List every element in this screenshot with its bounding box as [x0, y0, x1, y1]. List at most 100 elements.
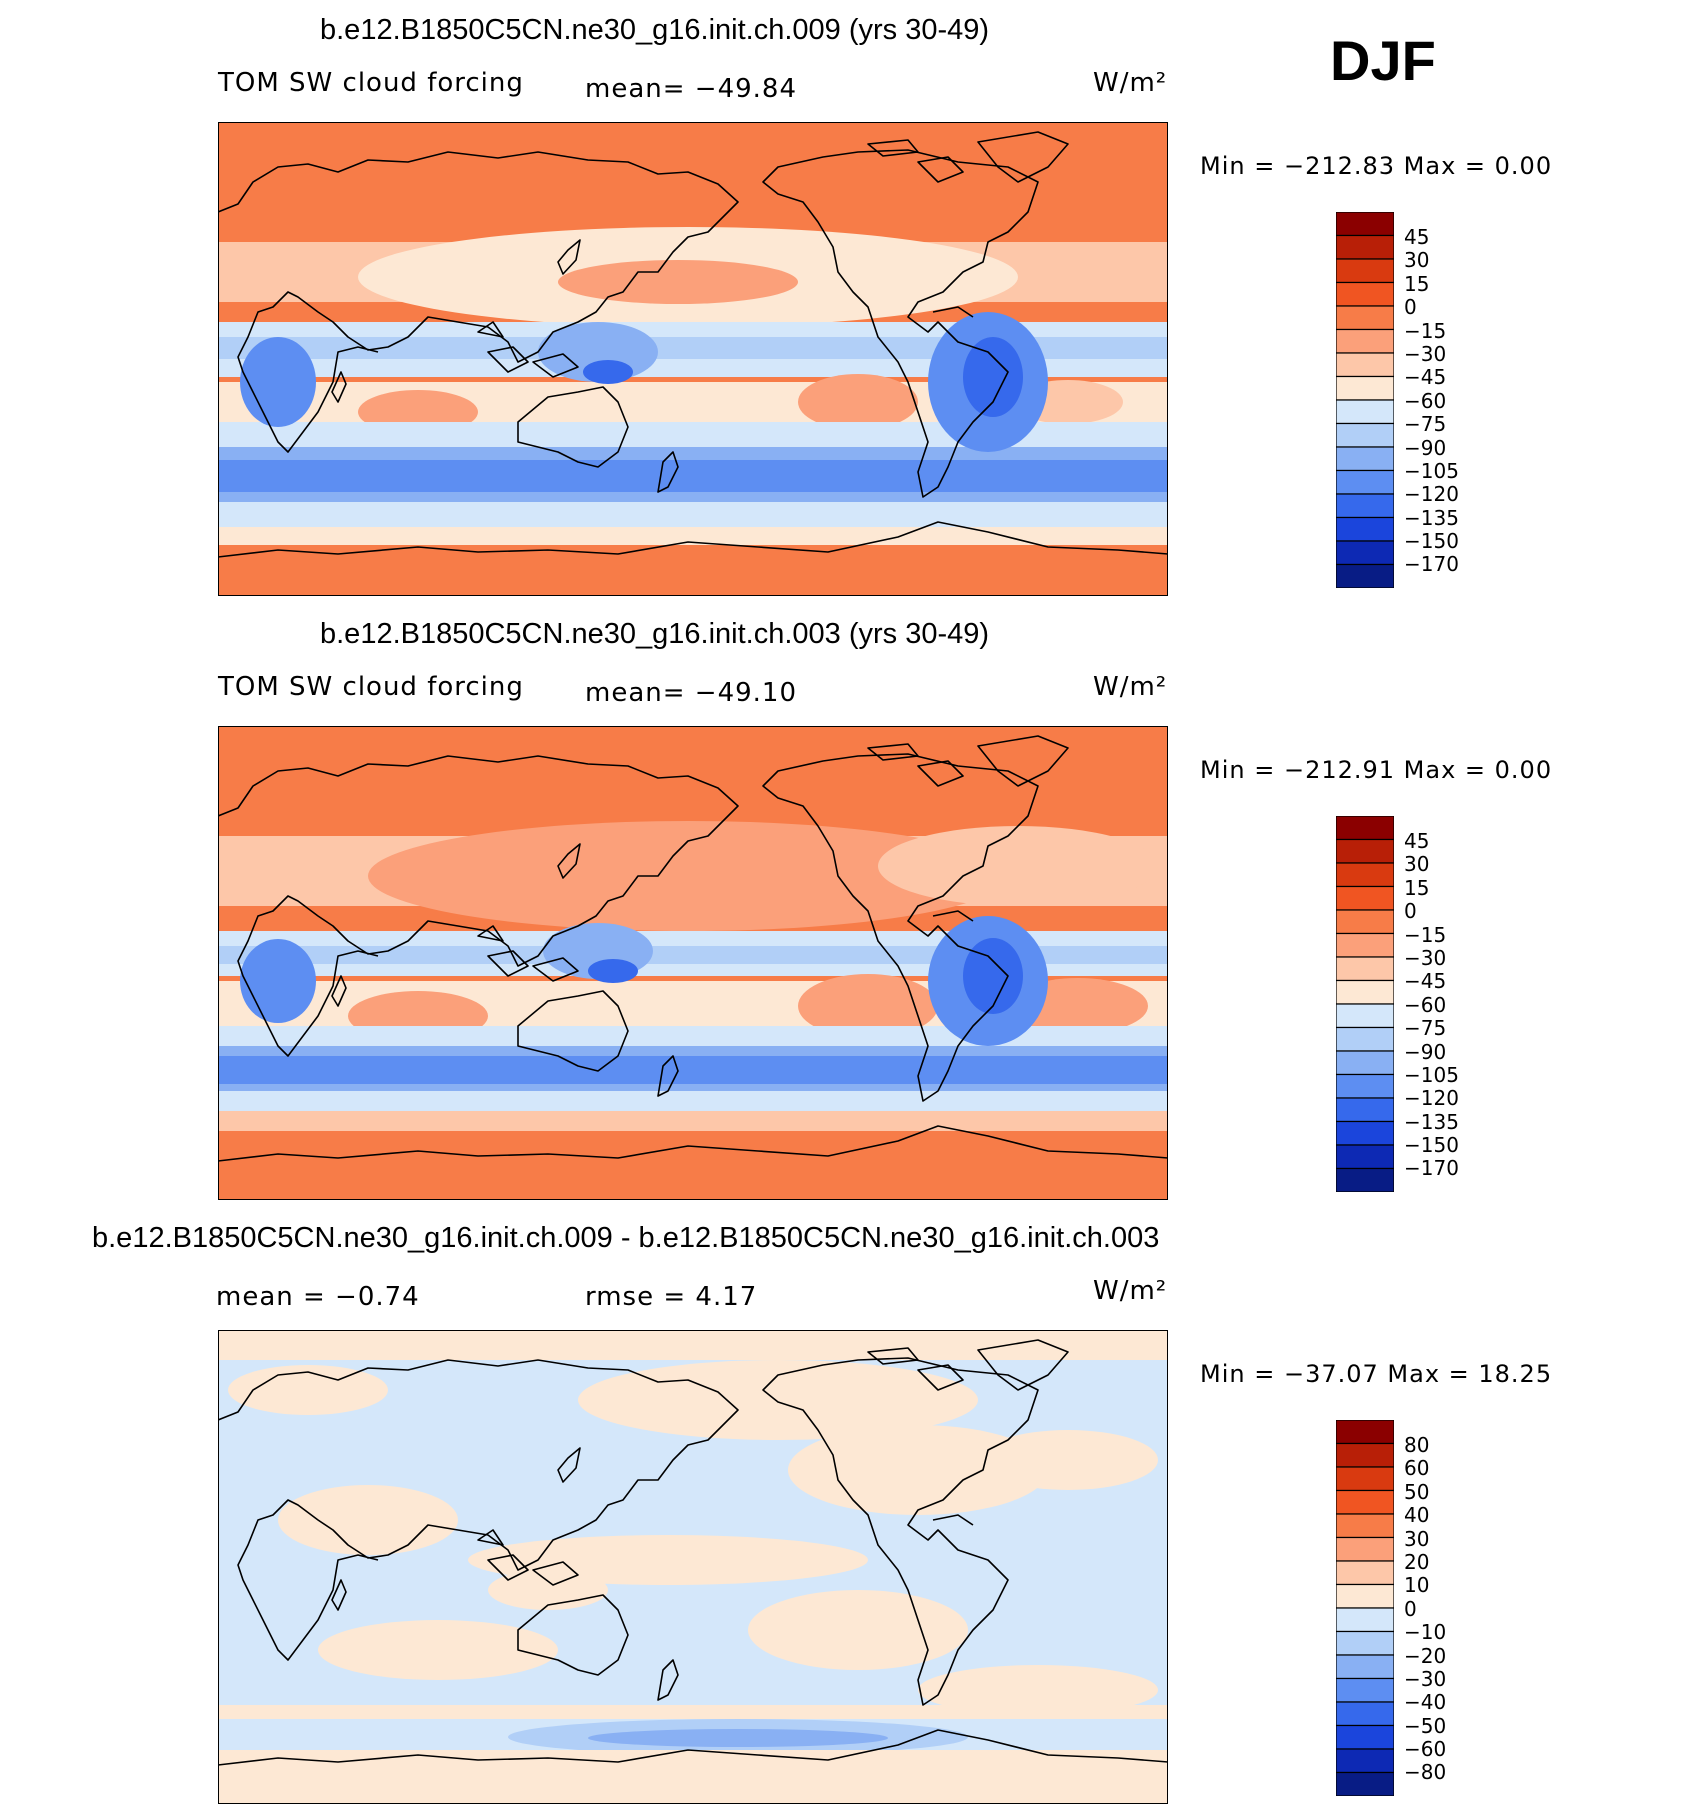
colorbar-tick-label: 50 — [1404, 1479, 1430, 1504]
colorbar-tick-label: 0 — [1404, 1596, 1417, 1621]
colorbar-tick-label: −90 — [1404, 1039, 1447, 1064]
panel1-units: W/m² — [1093, 68, 1168, 98]
colorbar-swatch — [1336, 234, 1394, 260]
colorbar-tick-label: −170 — [1404, 552, 1459, 577]
colorbar-tick-label: 30 — [1404, 248, 1430, 273]
colorbar-swatch — [1336, 1701, 1394, 1727]
colorbar-swatch — [1336, 1724, 1394, 1750]
colorbar-swatch — [1336, 1536, 1394, 1562]
colorbar-swatch — [1336, 1607, 1394, 1633]
panel2-colorbar — [1336, 816, 1394, 1192]
colorbar-tick-label: −45 — [1404, 969, 1447, 994]
colorbar-tick-label: −60 — [1404, 992, 1447, 1017]
colorbar-swatch — [1336, 1748, 1394, 1774]
colorbar-tick-label: −75 — [1404, 1016, 1447, 1041]
colorbar-swatch — [1336, 493, 1394, 519]
colorbar-swatch — [1336, 862, 1394, 888]
colorbar-tick-label: 40 — [1404, 1503, 1430, 1528]
colorbar-tick-label: 80 — [1404, 1433, 1430, 1457]
panel2-map — [218, 726, 1168, 1200]
colorbar-swatch — [1336, 1097, 1394, 1123]
colorbar-swatch — [1336, 1050, 1394, 1076]
panel1-title: b.e12.B1850C5CN.ne30_g16.init.ch.009 (yr… — [320, 14, 990, 46]
colorbar-tick-label: −135 — [1404, 1109, 1459, 1134]
panel3-map — [218, 1330, 1168, 1804]
panel1-variable: TOM SW cloud forcing — [218, 68, 524, 98]
colorbar-tick-label: 10 — [1404, 1573, 1430, 1598]
colorbar-swatch — [1336, 399, 1394, 425]
colorbar-tick-label: −120 — [1404, 1086, 1459, 1111]
panel3-colorbar-labels: 80 60 50 40 30 20 10 0 −10 −20 −30 −40 −50 −60 −80 — [1404, 1433, 1447, 1785]
colorbar-swatch — [1336, 328, 1394, 354]
colorbar-tick-label: 60 — [1404, 1456, 1430, 1481]
panel3-minmax: Min = −37.07 Max = 18.25 — [1200, 1360, 1553, 1388]
colorbar-tick-label: −30 — [1404, 341, 1447, 366]
colorbar-swatch — [1336, 909, 1394, 935]
colorbar-swatch — [1336, 305, 1394, 331]
colorbar-tick-label: −50 — [1404, 1713, 1447, 1738]
colorbar-swatch — [1336, 1560, 1394, 1586]
season-label: DJF — [1330, 29, 1436, 92]
colorbar-tick-label: −60 — [1404, 1737, 1447, 1762]
colorbar-swatch — [1336, 1630, 1394, 1656]
panel2-variable: TOM SW cloud forcing — [218, 672, 524, 702]
colorbar-swatch — [1336, 469, 1394, 495]
panel2-minmax: Min = −212.91 Max = 0.00 — [1200, 756, 1553, 784]
colorbar-tick-label: 0 — [1404, 899, 1417, 924]
colorbar-swatch — [1336, 1120, 1394, 1146]
colorbar-swatch — [1336, 352, 1394, 378]
colorbar-swatch — [1336, 446, 1394, 472]
colorbar-tick-label: −45 — [1404, 365, 1447, 390]
panel2-colorbar-labels: 45 30 15 0 −15 −30 −45 −60 −75 −90 −105 −120 −135 −15… — [1404, 829, 1459, 1181]
panel3-units: W/m² — [1093, 1276, 1168, 1306]
panel3-rmse: rmse = 4.17 — [585, 1282, 758, 1312]
colorbar-swatch — [1336, 563, 1394, 588]
colorbar-swatch — [1336, 816, 1394, 841]
colorbar-swatch — [1336, 1026, 1394, 1052]
colorbar-tick-label: −30 — [1404, 945, 1447, 970]
colorbar-swatch — [1336, 1654, 1394, 1680]
colorbar-tick-label: −80 — [1404, 1760, 1447, 1785]
colorbar-swatch — [1336, 885, 1394, 911]
colorbar-swatch — [1336, 1583, 1394, 1609]
colorbar-swatch — [1336, 1466, 1394, 1492]
panel3-mean: mean = −0.74 — [216, 1282, 420, 1312]
colorbar-tick-label: 30 — [1404, 852, 1430, 877]
panel3-title: b.e12.B1850C5CN.ne30_g16.init.ch.009 - b… — [92, 1222, 1160, 1254]
colorbar-swatch — [1336, 1442, 1394, 1468]
panel1-mean: mean= −49.84 — [585, 74, 798, 104]
colorbar-swatch — [1336, 1771, 1394, 1796]
colorbar-tick-label: 45 — [1404, 829, 1430, 853]
colorbar-tick-label: 30 — [1404, 1526, 1430, 1551]
colorbar-tick-label: −105 — [1404, 1062, 1459, 1087]
colorbar-swatch — [1336, 1167, 1394, 1192]
colorbar-tick-label: 15 — [1404, 271, 1430, 296]
panel1-colorbar-labels: 45 30 15 0 −15 −30 −45 −60 −75 −90 −105 −120 −135 −15… — [1404, 225, 1459, 577]
colorbar-tick-label: −30 — [1404, 1666, 1447, 1691]
colorbar-swatch — [1336, 212, 1394, 237]
colorbar-tick-label: −20 — [1404, 1643, 1447, 1668]
colorbar-swatch — [1336, 1489, 1394, 1515]
colorbar-swatch — [1336, 281, 1394, 307]
panel2-title: b.e12.B1850C5CN.ne30_g16.init.ch.003 (yr… — [320, 618, 990, 650]
colorbar-tick-label: −40 — [1404, 1690, 1447, 1715]
colorbar-swatch — [1336, 375, 1394, 401]
panel1-minmax: Min = −212.83 Max = 0.00 — [1200, 152, 1553, 180]
colorbar-swatch — [1336, 979, 1394, 1005]
colorbar-tick-label: 15 — [1404, 875, 1430, 900]
colorbar-tick-label: −150 — [1404, 1133, 1459, 1158]
colorbar-swatch — [1336, 1420, 1394, 1445]
colorbar-tick-label: 45 — [1404, 225, 1430, 249]
colorbar-tick-label: −150 — [1404, 529, 1459, 554]
colorbar-swatch — [1336, 540, 1394, 566]
colorbar-swatch — [1336, 1513, 1394, 1539]
colorbar-tick-label: −105 — [1404, 458, 1459, 483]
panel2-units: W/m² — [1093, 672, 1168, 702]
colorbar-tick-label: −10 — [1404, 1620, 1447, 1645]
colorbar-swatch — [1336, 1073, 1394, 1099]
colorbar-swatch — [1336, 258, 1394, 284]
colorbar-tick-label: −90 — [1404, 435, 1447, 460]
colorbar-swatch — [1336, 1144, 1394, 1170]
colorbar-swatch — [1336, 932, 1394, 958]
colorbar-tick-label: −120 — [1404, 482, 1459, 507]
